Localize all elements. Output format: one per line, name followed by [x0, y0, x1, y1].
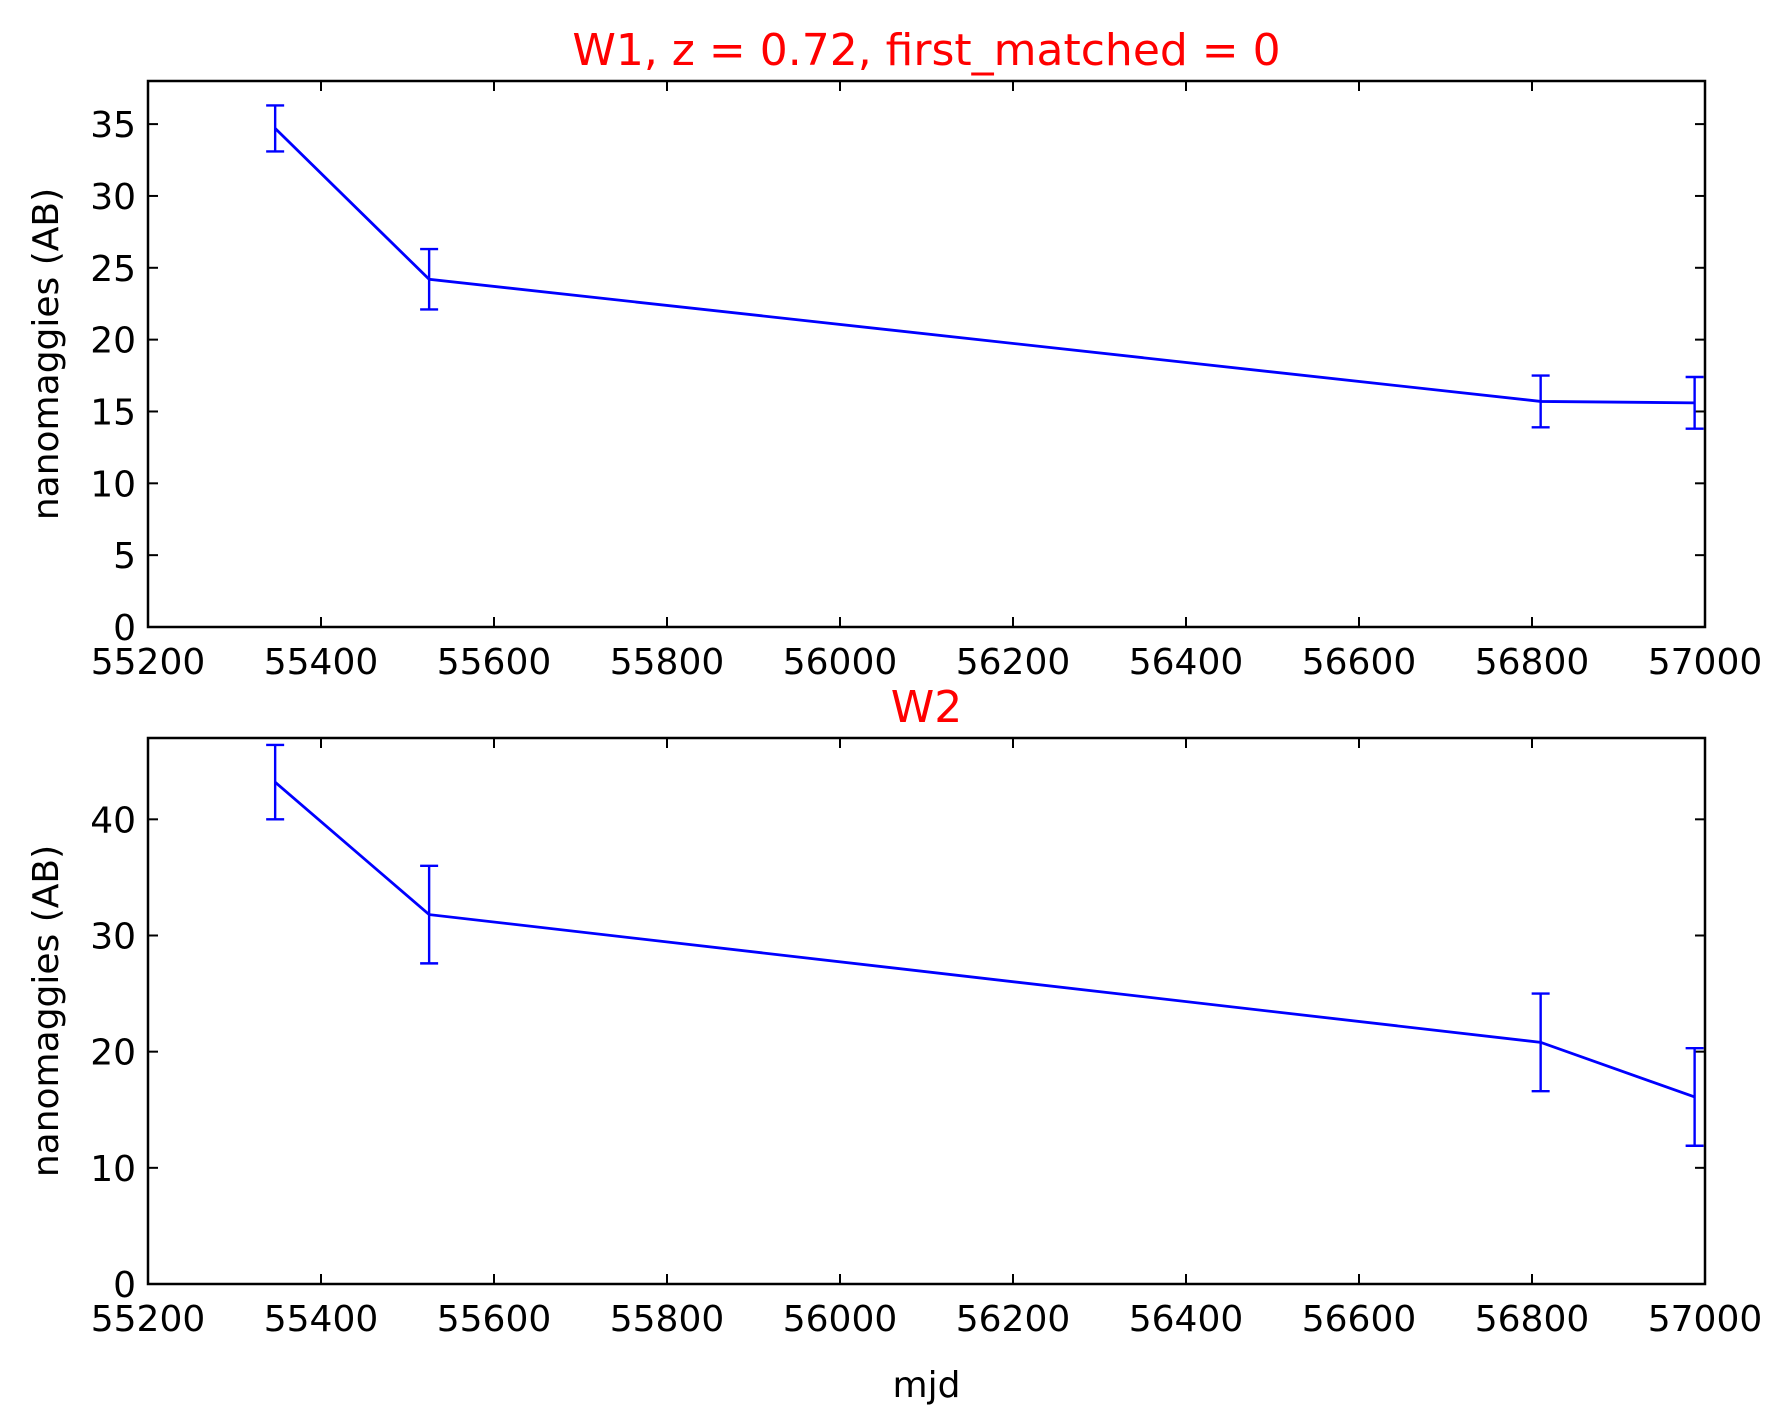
x-tick-label: 56200 — [956, 1299, 1071, 1340]
x-tick-label: 56400 — [1129, 1299, 1244, 1340]
y-axis-label: nanomaggies (AB) — [26, 845, 67, 1177]
x-tick-label: 56200 — [956, 642, 1071, 683]
error-bar — [1685, 375, 1704, 430]
y-tick-label: 35 — [90, 105, 136, 146]
y-tick-label: 20 — [90, 1033, 136, 1074]
y-axis-label: nanomaggies (AB) — [26, 188, 67, 520]
series-line — [274, 781, 1696, 1099]
x-tick-label: 55800 — [610, 642, 725, 683]
panel-w1: W1, z = 0.72, first_matched = 0 55200 5540… — [26, 25, 1762, 683]
y-tick-label: 10 — [90, 1149, 136, 1190]
error-bar — [420, 247, 439, 311]
chart-title: W1, z = 0.72, first_matched = 0 — [572, 25, 1280, 76]
y-tick-label: 30 — [90, 916, 136, 957]
x-tick-label: 55400 — [264, 1299, 379, 1340]
x-tick-label: 56000 — [783, 642, 898, 683]
x-tick-label: 56600 — [1302, 642, 1417, 683]
y-tick-label: 25 — [90, 249, 136, 290]
x-tick-label: 55200 — [91, 1299, 206, 1340]
x-tick-label: 57000 — [1648, 1299, 1763, 1340]
error-bar — [266, 104, 285, 153]
x-tick-label: 56600 — [1302, 1299, 1417, 1340]
x-tick-label: 55400 — [264, 642, 379, 683]
y-tick-label: 30 — [90, 177, 136, 218]
error-bar — [1531, 992, 1550, 1093]
plot-frame — [146, 736, 1707, 1286]
x-tick-label: 56400 — [1129, 642, 1244, 683]
series-line — [274, 127, 1695, 405]
y-tick-label: 5 — [113, 536, 136, 577]
x-tick-label: 55800 — [610, 1299, 725, 1340]
x-tick-label: 57000 — [1648, 642, 1763, 683]
y-tick-label: 10 — [90, 464, 136, 505]
x-tick-label: 56800 — [1475, 1299, 1590, 1340]
panel-w2: W2 55200 55400 55600 55800 56000 56200 56400 566… — [26, 682, 1762, 1406]
error-bar — [1685, 1046, 1704, 1147]
y-tick-label: 15 — [90, 392, 136, 433]
x-tick-label: 55600 — [437, 642, 552, 683]
x-tick-label: 55200 — [91, 642, 206, 683]
chart-title: W2 — [891, 682, 963, 733]
error-bar — [1531, 374, 1550, 429]
y-tick-label: 20 — [90, 321, 136, 362]
x-axis-label: mjd — [893, 1365, 961, 1406]
y-tick-label: 40 — [90, 800, 136, 841]
x-tick-label: 56000 — [783, 1299, 898, 1340]
y-tick-label: 0 — [113, 608, 136, 649]
x-tick-label: 56800 — [1475, 642, 1590, 683]
error-bar — [420, 864, 439, 965]
x-tick-label: 55600 — [437, 1299, 552, 1340]
error-bar — [266, 743, 285, 821]
y-tick-label: 0 — [113, 1265, 136, 1306]
plot-frame — [146, 79, 1707, 629]
